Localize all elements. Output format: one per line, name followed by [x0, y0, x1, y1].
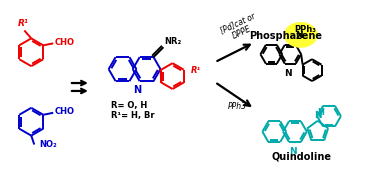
Text: R¹: R¹: [18, 19, 29, 29]
Text: PPh3: PPh3: [228, 102, 247, 111]
Text: N: N: [289, 147, 297, 156]
Ellipse shape: [284, 22, 318, 48]
Text: NR₂: NR₂: [164, 37, 182, 46]
Text: R= O, H
R¹= H, Br: R= O, H R¹= H, Br: [111, 101, 154, 120]
Text: N: N: [284, 69, 292, 78]
Text: H: H: [317, 108, 324, 117]
Text: N: N: [314, 111, 322, 120]
Text: PPh₃: PPh₃: [295, 25, 316, 34]
Text: NO₂: NO₂: [39, 140, 57, 149]
Text: CHO: CHO: [54, 107, 74, 116]
Text: N: N: [295, 31, 302, 40]
Text: N: N: [133, 85, 142, 95]
Text: Quindoline: Quindoline: [272, 152, 332, 161]
Text: R¹: R¹: [191, 66, 200, 75]
Text: [Pd]cat or
DPPE: [Pd]cat or DPPE: [218, 11, 261, 44]
Text: CHO: CHO: [54, 38, 74, 47]
Text: Phosphazene: Phosphazene: [249, 31, 322, 41]
